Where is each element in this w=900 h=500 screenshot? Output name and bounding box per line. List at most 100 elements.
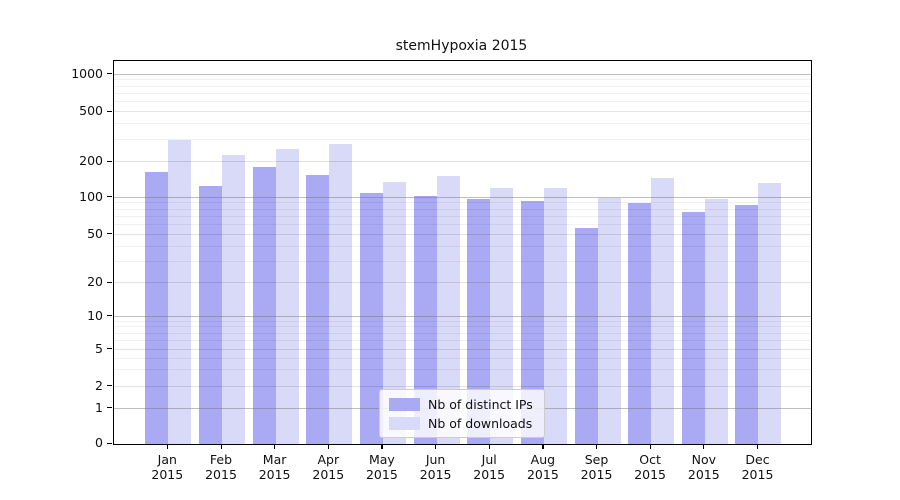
y-tick-mark	[107, 385, 112, 387]
x-tick-mark	[327, 444, 329, 449]
y-tick-mark	[107, 281, 112, 283]
y-tick-mark	[107, 407, 112, 409]
x-tick-mark	[649, 444, 651, 449]
bar-distinct-ips-jul	[467, 198, 491, 444]
gridline	[114, 320, 811, 322]
bar-distinct-ips-jan	[145, 172, 169, 444]
x-tick-label: Oct 2015	[634, 452, 666, 482]
bar-distinct-ips-sep	[574, 227, 598, 444]
x-tick-label: Feb 2015	[205, 452, 237, 482]
gridline	[114, 123, 811, 125]
bar-downloads-dec	[758, 183, 782, 444]
y-tick-label: 1000	[71, 65, 103, 81]
x-tick-label: Jan 2015	[151, 452, 184, 482]
gridline	[114, 139, 811, 141]
y-tick-mark	[107, 348, 112, 350]
bar-downloads-feb	[221, 154, 245, 444]
x-tick-label: Mar 2015	[258, 452, 291, 482]
gridline	[114, 260, 811, 262]
legend-swatch-distinct-ips	[389, 398, 420, 411]
bar-downloads-aug	[543, 188, 567, 444]
y-tick-label: 200	[79, 153, 103, 169]
y-tick-mark	[107, 196, 112, 198]
x-tick-label: Jun 2015	[419, 452, 452, 482]
x-tick-mark	[166, 444, 168, 449]
gridline	[114, 385, 811, 387]
legend-label-downloads: Nb of downloads	[428, 416, 533, 431]
bar-downloads-oct	[651, 177, 675, 444]
bar-distinct-ips-aug	[520, 200, 544, 444]
y-tick-mark	[107, 110, 112, 112]
gridline	[114, 215, 811, 217]
bar-distinct-ips-feb	[198, 186, 222, 444]
gridline	[114, 79, 811, 81]
bar-distinct-ips-may	[359, 192, 383, 444]
legend-row-distinct-ips: Nb of distinct IPs	[389, 396, 535, 413]
x-tick-mark	[220, 444, 222, 449]
y-tick-label: 500	[79, 103, 103, 119]
y-tick-mark	[107, 442, 112, 444]
legend-swatch-downloads	[389, 417, 420, 430]
y-tick-label: 1	[95, 399, 103, 415]
y-tick-label: 5	[95, 340, 103, 356]
x-tick-label: Jul 2015	[473, 452, 506, 482]
chart-title: stemHypoxia 2015	[395, 38, 528, 54]
gridline	[114, 357, 811, 359]
gridline	[114, 92, 811, 94]
x-tick-mark	[274, 444, 276, 449]
y-tick-mark	[107, 73, 112, 75]
bar-downloads-apr	[329, 143, 353, 444]
x-tick-label: Dec 2015	[741, 452, 774, 482]
x-tick-mark	[435, 444, 437, 449]
gridline	[114, 161, 811, 163]
legend: Nb of distinct IPs Nb of downloads	[379, 389, 545, 438]
y-tick-mark	[107, 160, 112, 162]
y-tick-label: 10	[87, 307, 103, 323]
legend-row-downloads: Nb of downloads	[389, 415, 535, 432]
gridline	[114, 111, 811, 113]
gridline	[114, 326, 811, 328]
x-tick-mark	[703, 444, 705, 449]
legend-label-distinct-ips: Nb of distinct IPs	[428, 397, 533, 412]
bar-downloads-nov	[704, 198, 728, 444]
gridline	[114, 282, 811, 284]
gridline	[114, 208, 811, 210]
x-tick-mark	[596, 444, 598, 449]
bar-distinct-ips-jun	[413, 196, 437, 444]
y-tick-label: 2	[95, 377, 103, 393]
gridline	[114, 202, 811, 204]
bar-downloads-jan	[168, 140, 192, 444]
bar-distinct-ips-apr	[306, 174, 330, 444]
bar-distinct-ips-mar	[252, 166, 276, 444]
x-tick-mark	[542, 444, 544, 449]
y-tick-label: 100	[79, 188, 103, 204]
gridline	[114, 224, 811, 225]
y-tick-label: 20	[87, 274, 103, 290]
x-tick-label: Sep 2015	[580, 452, 613, 482]
bar-downloads-mar	[275, 148, 299, 444]
gridline	[114, 85, 811, 87]
gridline	[114, 315, 811, 317]
y-tick-label: 50	[87, 225, 103, 241]
x-tick-label: May 2015	[365, 452, 398, 482]
bar-distinct-ips-nov	[681, 211, 705, 444]
bar-downloads-sep	[597, 197, 621, 444]
x-tick-mark	[757, 444, 759, 449]
x-tick-mark	[488, 444, 490, 449]
bar-distinct-ips-oct	[628, 202, 652, 444]
gridline	[114, 369, 811, 371]
gridline	[114, 233, 811, 235]
plot-area	[113, 60, 812, 445]
x-tick-mark	[381, 444, 383, 449]
bar-downloads-jun	[436, 176, 460, 444]
x-tick-label: Nov 2015	[687, 452, 720, 482]
bar-downloads-may	[382, 182, 406, 444]
bar-downloads-jul	[490, 187, 514, 444]
x-tick-label: Apr 2015	[312, 452, 345, 482]
gridline	[114, 339, 811, 341]
gridline	[114, 101, 811, 103]
x-tick-label: Aug 2015	[526, 452, 559, 482]
gridline	[114, 332, 811, 334]
gridline	[114, 196, 811, 198]
